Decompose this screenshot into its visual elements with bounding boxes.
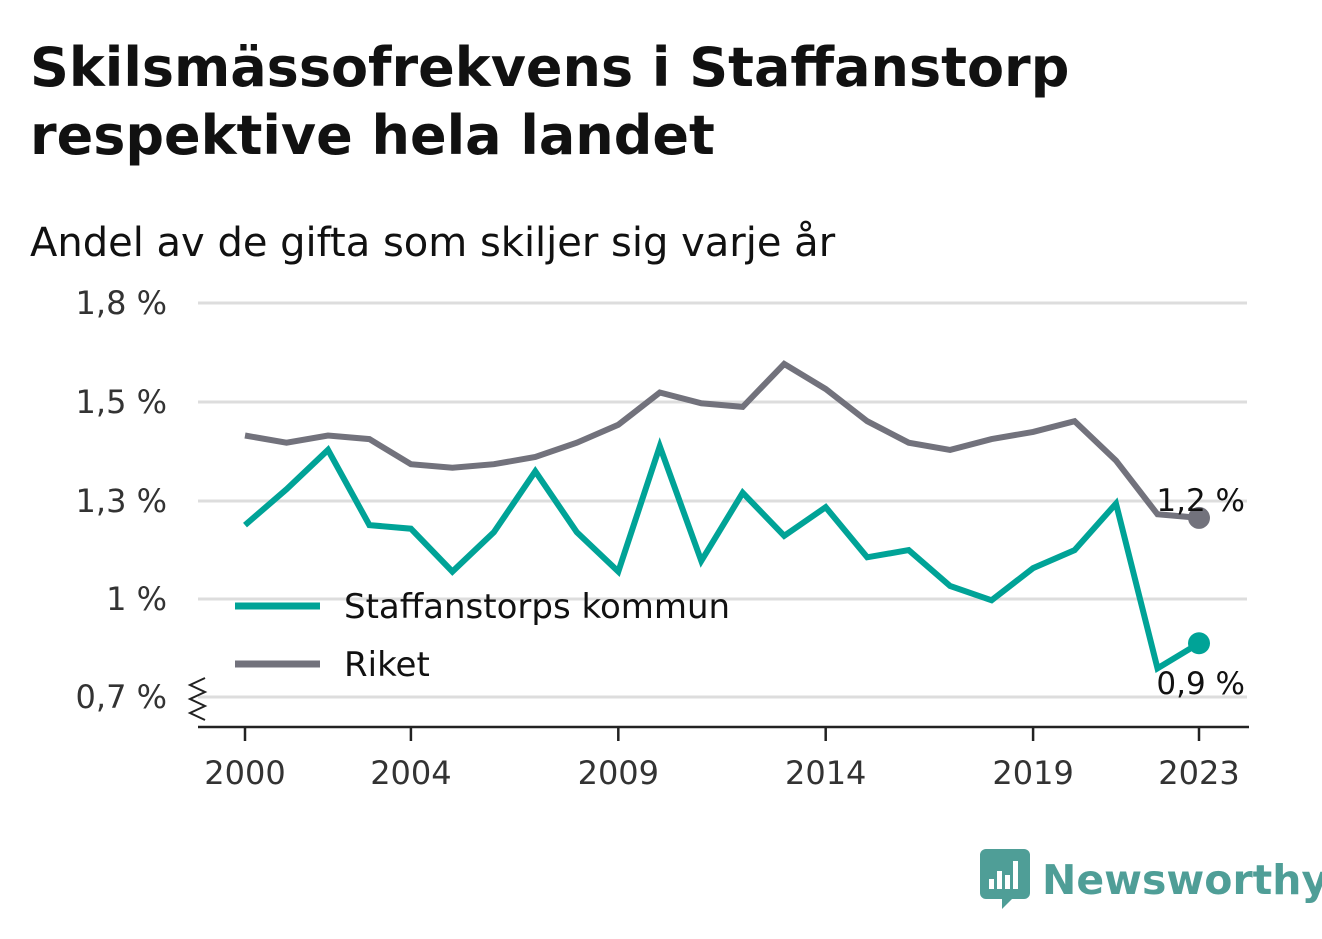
x-tick-label: 2023 — [1158, 754, 1239, 792]
x-tick-label: 2019 — [992, 754, 1073, 792]
end-point-riket — [1188, 506, 1210, 529]
y-tick-label: 1 % — [106, 580, 167, 618]
y-tick-label: 1,3 % — [76, 482, 167, 520]
x-axis-ticks: 2000 2004 2009 2014 2019 2023 — [204, 727, 1240, 792]
end-label-staffanstorp: 0,9 % — [1156, 666, 1245, 702]
x-tick-label: 2000 — [204, 754, 285, 792]
chart-title: Skilsmässofrekvens i Staffanstorp respek… — [30, 36, 1070, 167]
x-tick-label: 2009 — [578, 754, 659, 792]
legend-label-riket: Riket — [344, 645, 430, 685]
newsworthy-logo: Newsworthy — [980, 849, 1322, 910]
legend-label-staffanstorp: Staffanstorps kommun — [344, 587, 730, 627]
series-lines — [243, 360, 1210, 673]
end-labels: 1,2 % 0,9 % — [1156, 483, 1245, 702]
y-tick-label: 0,7 % — [76, 678, 167, 716]
y-tick-label: 1,5 % — [76, 383, 167, 421]
bar-chart-logo-icon — [980, 849, 1030, 909]
end-point-staffanstorp — [1188, 632, 1210, 655]
series-line-staffanstorp — [243, 437, 1201, 673]
legend: Staffanstorps kommun Riket — [235, 587, 730, 685]
brand-name: Newsworthy — [1042, 856, 1322, 904]
gridlines — [198, 301, 1247, 699]
end-label-riket: 1,2 % — [1156, 483, 1245, 519]
series-line-riket — [244, 360, 1200, 521]
y-tick-label: 1,8 % — [76, 284, 167, 322]
chart-subtitle: Andel av de gifta som skiljer sig varje … — [30, 220, 836, 266]
x-tick-label: 2004 — [370, 754, 451, 792]
x-tick-label: 2014 — [785, 754, 866, 792]
y-axis-ticks: 0,7 % 1 % 1,3 % 1,5 % 1,8 % — [76, 284, 208, 721]
axis-break-icon — [187, 677, 208, 721]
